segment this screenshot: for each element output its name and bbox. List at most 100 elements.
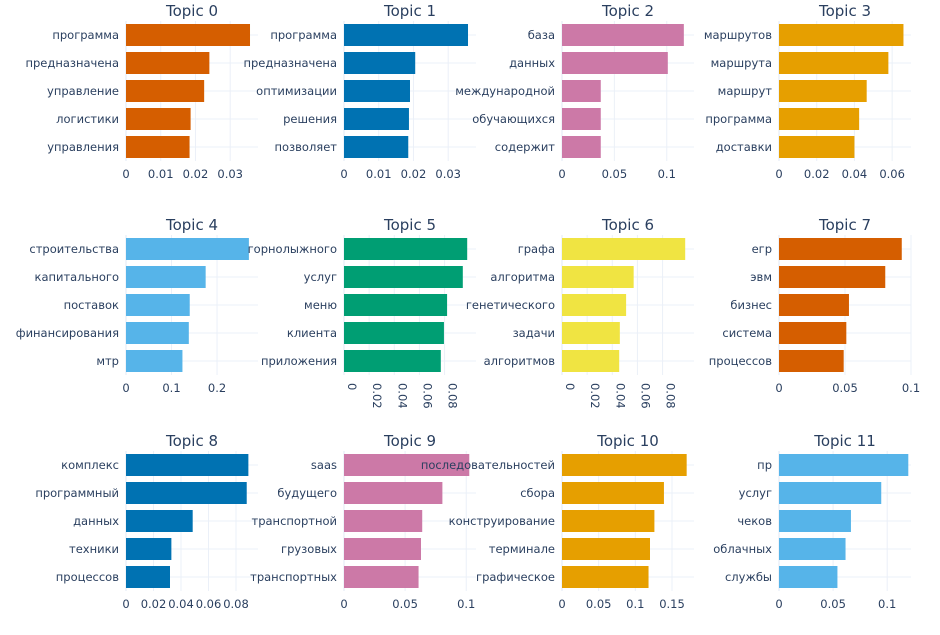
- panel-title: Topic 11: [813, 432, 876, 450]
- bar[interactable]: [562, 482, 664, 504]
- tick-label: 0: [775, 597, 782, 611]
- bar[interactable]: [344, 108, 409, 130]
- bar[interactable]: [344, 538, 421, 560]
- topic-panel: Topic 10 последовательностей сбора конструи…: [421, 432, 694, 611]
- tick-label: 0.02: [804, 167, 830, 181]
- bar[interactable]: [344, 294, 448, 316]
- bar[interactable]: [562, 322, 620, 344]
- bar[interactable]: [126, 80, 205, 102]
- tick-label: 0.08: [446, 383, 460, 409]
- bar[interactable]: [562, 266, 634, 288]
- bar[interactable]: [779, 108, 860, 130]
- bar[interactable]: [562, 80, 601, 102]
- bar[interactable]: [126, 350, 183, 372]
- category-label: услуг: [739, 486, 772, 500]
- bar[interactable]: [562, 52, 668, 74]
- bar[interactable]: [779, 510, 851, 532]
- panel-title: Topic 8: [165, 432, 218, 450]
- bar[interactable]: [779, 238, 902, 260]
- bar[interactable]: [779, 454, 909, 476]
- bar[interactable]: [344, 482, 443, 504]
- bar[interactable]: [562, 566, 649, 588]
- category-label: данных: [73, 514, 119, 528]
- bar[interactable]: [126, 136, 190, 158]
- bar[interactable]: [126, 322, 189, 344]
- tick-label: 0: [340, 167, 347, 181]
- tick-label: 0.02: [141, 597, 167, 611]
- tick-label: 0.06: [879, 167, 905, 181]
- bar[interactable]: [344, 266, 463, 288]
- bar[interactable]: [562, 454, 687, 476]
- bar[interactable]: [779, 266, 886, 288]
- bar[interactable]: [126, 482, 247, 504]
- category-label: комплекс: [61, 458, 119, 472]
- bar[interactable]: [126, 510, 193, 532]
- tick-label: 0.1: [902, 381, 920, 395]
- tick-label: 0.02: [401, 167, 427, 181]
- bar[interactable]: [126, 238, 249, 260]
- bar[interactable]: [779, 24, 904, 46]
- bar[interactable]: [779, 52, 889, 74]
- bar[interactable]: [779, 350, 844, 372]
- category-label: приложения: [261, 354, 337, 368]
- bar[interactable]: [779, 322, 847, 344]
- bar[interactable]: [562, 24, 684, 46]
- bar[interactable]: [562, 510, 655, 532]
- bar[interactable]: [562, 136, 601, 158]
- tick-label: 0.05: [586, 597, 612, 611]
- category-label: доставки: [716, 140, 772, 154]
- bar[interactable]: [779, 136, 855, 158]
- category-label: управление: [47, 84, 119, 98]
- bar[interactable]: [126, 52, 210, 74]
- category-label: облачных: [713, 542, 772, 556]
- bar[interactable]: [126, 566, 170, 588]
- category-label: последовательностей: [421, 458, 555, 472]
- topic-panel: Topic 0 программа предназначена управление л…: [25, 2, 258, 181]
- bar[interactable]: [126, 266, 206, 288]
- tick-label: 0: [775, 381, 782, 395]
- category-label: обучающихся: [472, 112, 555, 126]
- bar[interactable]: [344, 350, 441, 372]
- bar[interactable]: [126, 294, 190, 316]
- panel-title: Topic 1: [383, 2, 436, 20]
- bar[interactable]: [344, 52, 416, 74]
- tick-label: 0: [122, 381, 129, 395]
- bar[interactable]: [779, 482, 882, 504]
- bar[interactable]: [562, 294, 627, 316]
- tick-label: 0.06: [196, 597, 222, 611]
- bar[interactable]: [344, 80, 410, 102]
- category-label: финансирования: [16, 326, 119, 340]
- bar[interactable]: [126, 108, 191, 130]
- bar[interactable]: [562, 238, 686, 260]
- category-label: чеков: [737, 514, 772, 528]
- bar[interactable]: [779, 566, 838, 588]
- category-label: программа: [705, 112, 772, 126]
- bar[interactable]: [126, 24, 251, 46]
- panel-title: Topic 5: [383, 216, 436, 234]
- tick-label: 0.04: [842, 167, 868, 181]
- tick-label: 0.2: [208, 381, 226, 395]
- bar[interactable]: [344, 454, 470, 476]
- bar[interactable]: [779, 538, 846, 560]
- category-label: пр: [757, 458, 772, 472]
- bar[interactable]: [779, 294, 849, 316]
- bar[interactable]: [344, 24, 469, 46]
- category-label: содержит: [495, 140, 556, 154]
- tick-label: 0.02: [370, 383, 384, 409]
- bar[interactable]: [344, 566, 419, 588]
- bar[interactable]: [562, 108, 601, 130]
- bar[interactable]: [562, 350, 620, 372]
- bar[interactable]: [344, 322, 444, 344]
- bar[interactable]: [126, 538, 172, 560]
- category-label: егр: [752, 242, 772, 256]
- category-label: горнолыжного: [248, 242, 337, 256]
- bar[interactable]: [344, 510, 423, 532]
- bar[interactable]: [344, 136, 409, 158]
- bar[interactable]: [344, 238, 468, 260]
- bar[interactable]: [126, 454, 249, 476]
- category-label: логистики: [56, 112, 119, 126]
- bar[interactable]: [779, 80, 867, 102]
- tick-label: 0: [563, 383, 577, 390]
- bar[interactable]: [562, 538, 650, 560]
